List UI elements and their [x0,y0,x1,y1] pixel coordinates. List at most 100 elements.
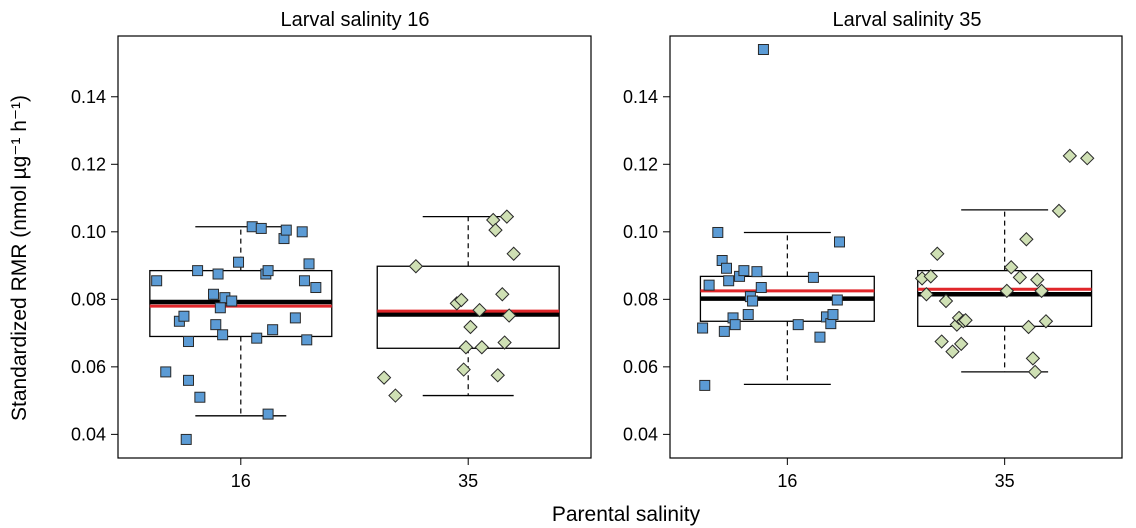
data-point [1021,319,1036,335]
data-point [388,388,403,403]
data-point [1034,283,1049,299]
data-point [945,344,960,359]
data-point [999,283,1015,299]
y-tick-label: 0.08 [71,289,106,309]
data-point [226,295,238,307]
data-point [208,288,220,300]
data-point [919,287,934,302]
data-point [151,275,163,287]
boxplot-group-16 [149,221,333,445]
data-point [495,287,510,302]
data-point [463,319,478,335]
data-point [178,310,190,322]
data-point [742,309,754,321]
data-point [1030,272,1045,287]
y-tick-label: 0.14 [71,87,106,107]
data-point [757,44,769,56]
x-tick-label: 16 [777,471,797,491]
x-tick-label: 16 [231,471,251,491]
data-point [217,329,229,341]
data-point [1012,270,1028,285]
data-point [280,224,292,236]
data-point [212,268,224,280]
data-point [210,319,222,331]
iqr-box [917,269,1093,327]
y-tick-label: 0.04 [623,424,658,444]
y-tick-label: 0.12 [71,154,106,174]
data-point [474,340,490,355]
data-point [934,334,949,349]
data-point [831,294,843,306]
boxplot-group-16 [697,44,875,391]
data-point [182,336,194,348]
data-point [1038,314,1054,329]
data-point [501,308,517,323]
data-point [298,275,310,287]
x-axis-label: Parental salinity [552,503,701,526]
data-point [953,336,969,352]
data-point [738,265,750,277]
y-tick-label: 0.06 [71,357,106,377]
data-point [1019,232,1034,247]
y-tick-label: 0.12 [623,154,658,174]
boxplot-group-35 [914,148,1095,380]
data-point [499,209,515,224]
data-point [699,379,711,391]
data-point [194,391,206,403]
y-tick-label: 0.10 [71,222,106,242]
data-point [697,322,709,334]
data-point [729,319,741,331]
data-point [486,212,501,228]
data-point [255,222,267,234]
data-point [267,324,279,336]
y-tick-label: 0.06 [623,357,658,377]
data-point [723,275,735,287]
data-point [160,366,172,378]
y-tick-label: 0.04 [71,424,106,444]
data-point [827,309,839,321]
panel-title: Larval salinity 16 [281,9,430,31]
y-tick-label: 0.08 [623,289,658,309]
plot-frame [117,35,592,459]
data-point [755,282,767,294]
data-point [747,295,759,307]
data-point [1025,351,1041,366]
data-point [497,335,512,350]
data-point [792,319,804,331]
data-point [214,302,226,314]
data-point [923,269,938,284]
data-point [825,318,837,330]
data-point [712,226,724,238]
data-point [1051,203,1067,219]
data-point [958,313,973,328]
data-point [1062,148,1078,164]
data-point [472,302,487,318]
x-tick-label: 35 [458,471,478,491]
plot-frame [669,35,1123,459]
data-point [182,374,194,386]
data-point [289,312,301,324]
data-point [834,236,845,248]
data-point [703,279,715,291]
boxplot-group-35 [376,209,560,403]
panel-larval-salinity-16: Larval salinity 16 0.04 0.06 0.08 0.10 0.12 0… [71,9,592,491]
data-point [262,408,274,420]
data-point [1027,364,1043,380]
data-point [718,325,730,337]
data-point [262,265,274,277]
panel-title: Larval salinity 35 [833,9,982,31]
x-tick-label: 35 [995,471,1015,491]
data-point [192,265,204,277]
data-point [180,433,192,445]
data-point [303,258,315,270]
iqr-box [376,265,560,349]
data-point [1003,260,1019,275]
data-point [807,271,819,283]
data-point [456,362,471,377]
data-point [251,332,263,344]
data-point [490,368,505,383]
y-tick-label: 0.10 [623,222,658,242]
data-point [814,331,826,343]
y-tick-label: 0.14 [623,87,658,107]
data-point [751,266,763,278]
